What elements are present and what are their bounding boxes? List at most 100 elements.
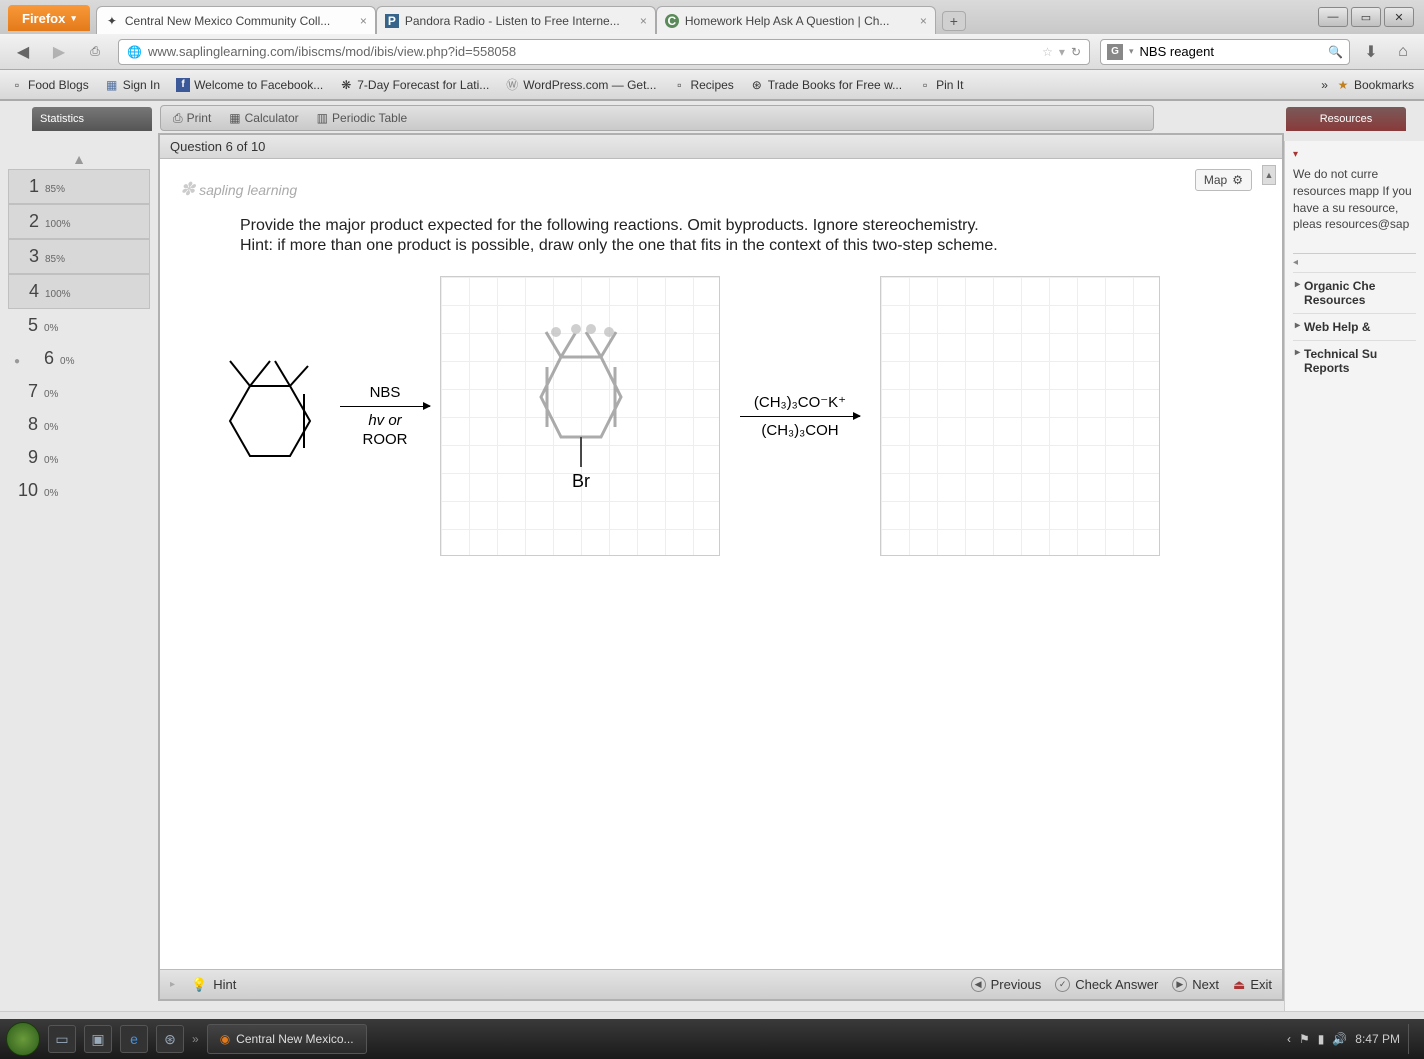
- question-nav-item[interactable]: 60%: [8, 342, 150, 375]
- search-box[interactable]: G ▾ 🔍: [1100, 39, 1350, 65]
- tray-volume-icon[interactable]: 🔊: [1332, 1032, 1347, 1046]
- scroll-up-arrow[interactable]: ▲: [1262, 165, 1276, 185]
- resource-link-label: Technical Su Reports: [1304, 347, 1414, 375]
- bookmark-item[interactable]: ⊛Trade Books for Free w...: [750, 78, 902, 92]
- taskbar-pinned-icon[interactable]: ▭: [48, 1025, 76, 1053]
- firefox-menu-button[interactable]: Firefox: [8, 5, 90, 31]
- browser-tab[interactable]: C Homework Help Ask A Question | Ch... ×: [656, 6, 936, 34]
- forward-button[interactable]: ▶: [46, 39, 72, 65]
- resource-link[interactable]: Organic Che Resources: [1293, 272, 1416, 313]
- drawing-area-2[interactable]: [880, 276, 1160, 556]
- resource-link-label: Organic Che Resources: [1304, 279, 1414, 307]
- periodic-table-button[interactable]: ▥ Periodic Table: [317, 111, 408, 125]
- reload-icon[interactable]: ↻: [1071, 45, 1081, 59]
- bookmark-item[interactable]: ❋7-Day Forecast for Lati...: [339, 78, 489, 92]
- clock[interactable]: 8:47 PM: [1355, 1032, 1400, 1046]
- question-score: 0%: [44, 455, 58, 466]
- next-button[interactable]: ▶Next: [1172, 977, 1219, 993]
- start-button[interactable]: [6, 1022, 40, 1056]
- reaction-scheme: NBS hv or ROOR: [200, 276, 1262, 556]
- bulb-icon: 💡: [191, 977, 207, 993]
- back-button[interactable]: ◀: [10, 39, 36, 65]
- resources-panel: ▾ We do not curre resources mapp If you …: [1284, 141, 1424, 1011]
- check-answer-button[interactable]: ✓Check Answer: [1055, 977, 1158, 993]
- previous-button[interactable]: ◀Previous: [971, 977, 1042, 993]
- table-icon: ▥: [317, 111, 328, 125]
- toolbar-label: Print: [187, 111, 212, 125]
- exit-button[interactable]: ⏏Exit: [1233, 977, 1272, 993]
- expand-icon[interactable]: ▸: [170, 979, 175, 990]
- statistics-panel-tab[interactable]: Statistics: [32, 107, 152, 131]
- page-icon: ▫: [10, 78, 24, 92]
- question-nav-item[interactable]: 50%: [8, 309, 150, 342]
- close-window-button[interactable]: ✕: [1384, 7, 1414, 27]
- search-input[interactable]: [1140, 44, 1323, 59]
- print-button[interactable]: ⎙ Print: [173, 111, 211, 126]
- bookmark-item[interactable]: ▫Recipes: [672, 78, 733, 92]
- question-header: Question 6 of 10: [160, 135, 1282, 159]
- question-nav-item[interactable]: 80%: [8, 408, 150, 441]
- bookmark-item[interactable]: ▫Pin It: [918, 78, 963, 92]
- bookmarks-overflow[interactable]: »: [1321, 78, 1328, 92]
- map-button[interactable]: Map⚙: [1195, 169, 1252, 191]
- history-button[interactable]: ⎙: [82, 39, 108, 65]
- close-tab-icon[interactable]: ×: [920, 14, 927, 28]
- browser-tab[interactable]: ✦ Central New Mexico Community Coll... ×: [96, 6, 376, 34]
- search-icon[interactable]: 🔍: [1328, 45, 1343, 59]
- bookmark-item[interactable]: ⓌWordPress.com — Get...: [505, 78, 656, 92]
- next-icon: ▶: [1172, 977, 1187, 992]
- bookmark-star-icon[interactable]: ☆: [1042, 45, 1053, 59]
- tray-chevron-icon[interactable]: ‹: [1287, 1032, 1291, 1046]
- maximize-button[interactable]: ▭: [1351, 7, 1381, 27]
- print-icon: ⎙: [173, 111, 183, 126]
- url-bar[interactable]: 🌐 www.saplinglearning.com/ibiscms/mod/ib…: [118, 39, 1090, 65]
- taskbar-pinned-icon[interactable]: ⊛: [156, 1025, 184, 1053]
- bookmark-item[interactable]: ▦Sign In: [105, 78, 160, 92]
- chevron-down-icon[interactable]: ▾: [1129, 46, 1134, 57]
- hint-button[interactable]: 💡Hint: [191, 977, 236, 993]
- question-nav-item[interactable]: 4100%: [8, 274, 150, 309]
- tray-icon[interactable]: ⚑: [1299, 1032, 1310, 1046]
- arrow-line-icon: [740, 416, 860, 417]
- taskbar-pinned-icon[interactable]: ▣: [84, 1025, 112, 1053]
- brand-text: sapling learning: [199, 182, 297, 198]
- question-nav-item[interactable]: 385%: [8, 239, 150, 274]
- question-nav-item[interactable]: 2100%: [8, 204, 150, 239]
- question-nav-item[interactable]: 100%: [8, 474, 150, 507]
- reaction-arrow: NBS hv or ROOR: [340, 384, 430, 448]
- bookmarks-menu[interactable]: ★Bookmarks: [1336, 78, 1414, 92]
- search-engine-icon[interactable]: G: [1107, 44, 1123, 60]
- question-nav-item[interactable]: 70%: [8, 375, 150, 408]
- taskbar-pinned-icon[interactable]: e: [120, 1025, 148, 1053]
- app-top-toolbar: ⎙ Print ▦Calculator ▥ Periodic Table: [160, 105, 1154, 131]
- drawing-area-1[interactable]: Br: [440, 276, 720, 556]
- resources-panel-tab[interactable]: Resources: [1286, 107, 1406, 131]
- question-header-text: Question 6 of 10: [170, 139, 265, 154]
- bookmark-label: WordPress.com — Get...: [523, 78, 656, 92]
- new-tab-button[interactable]: +: [942, 11, 966, 31]
- question-score: 0%: [44, 323, 58, 334]
- close-tab-icon[interactable]: ×: [360, 14, 367, 28]
- scroll-up-icon[interactable]: ▲: [8, 151, 150, 167]
- bookmark-item[interactable]: ▫Food Blogs: [10, 78, 89, 92]
- toolbar-label: Periodic Table: [332, 111, 407, 125]
- home-button[interactable]: ⌂: [1392, 43, 1414, 61]
- show-desktop-button[interactable]: [1408, 1024, 1418, 1054]
- question-nav-item[interactable]: 90%: [8, 441, 150, 474]
- bookmark-item[interactable]: fWelcome to Facebook...: [176, 78, 323, 92]
- taskbar-window-button[interactable]: ◉ Central New Mexico...: [207, 1024, 367, 1054]
- tab-favicon: C: [665, 14, 679, 28]
- browser-tab[interactable]: P Pandora Radio - Listen to Free Interne…: [376, 6, 656, 34]
- calculator-button[interactable]: ▦Calculator: [229, 111, 298, 125]
- minimize-button[interactable]: —: [1318, 7, 1348, 27]
- question-nav-item[interactable]: 185%: [8, 169, 150, 204]
- check-icon: ✓: [1055, 977, 1070, 992]
- panel-section-toggle[interactable]: ▾: [1293, 149, 1416, 160]
- tray-network-icon[interactable]: ▮: [1318, 1032, 1325, 1046]
- taskbar-overflow-icon[interactable]: »: [192, 1032, 199, 1046]
- resource-link[interactable]: Web Help &: [1293, 313, 1416, 340]
- close-tab-icon[interactable]: ×: [640, 14, 647, 28]
- downloads-button[interactable]: ⬇: [1360, 42, 1382, 62]
- resource-link[interactable]: Technical Su Reports: [1293, 340, 1416, 381]
- scroll-left-icon[interactable]: ◂: [1293, 257, 1298, 268]
